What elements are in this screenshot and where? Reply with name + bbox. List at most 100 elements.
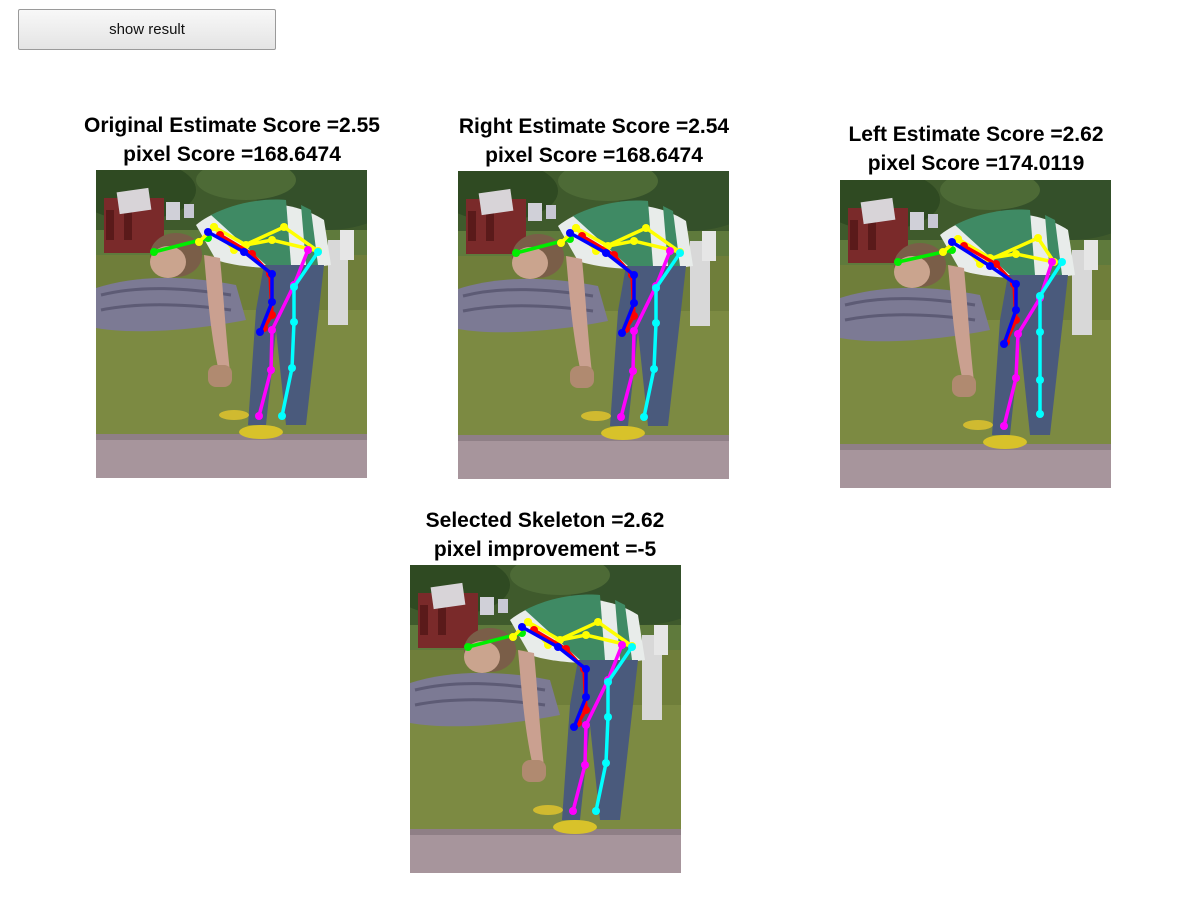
pose-image (96, 170, 367, 478)
joint-right-leg (582, 721, 590, 729)
joint-left-leg (604, 713, 612, 721)
joint-left-arm (240, 248, 248, 256)
joint-torso (268, 236, 276, 244)
joint-left-leg (652, 284, 660, 292)
joint-left-leg (1036, 328, 1044, 336)
joint-left-leg (604, 678, 612, 686)
joint-head (894, 258, 902, 266)
joint-left-leg (592, 807, 600, 815)
joint-left-leg (1036, 376, 1044, 384)
joint-left-arm (518, 623, 526, 631)
joint-left-leg (628, 643, 636, 651)
score-line: Left Estimate Score =2.62 (848, 123, 1104, 146)
joint-right-arm (268, 311, 276, 319)
score-line: Selected Skeleton =2.62 (425, 509, 665, 532)
joint-left-leg (290, 318, 298, 326)
joint-torso (1034, 234, 1042, 242)
joint-left-arm (582, 665, 590, 673)
joint-right-leg (267, 366, 275, 374)
joint-right-leg (1048, 258, 1056, 266)
joint-torso (939, 248, 947, 256)
joint-right-leg (268, 326, 276, 334)
joint-left-arm (630, 271, 638, 279)
joint-left-arm (268, 270, 276, 278)
joint-torso (557, 239, 565, 247)
joint-right-leg (1012, 374, 1020, 382)
pose-image (458, 171, 729, 479)
joint-right-arm (582, 706, 590, 714)
joint-torso (210, 223, 218, 231)
joint-right-leg (255, 412, 263, 420)
joint-left-arm (618, 329, 626, 337)
panel-title: Selected Skeleton =2.62 pixel improvement… (335, 506, 755, 564)
pixel-score-line: pixel Score =168.6474 (485, 144, 703, 167)
joint-right-leg (617, 413, 625, 421)
limb-torso (511, 619, 634, 648)
joint-right-leg (666, 247, 674, 255)
joint-left-arm (602, 249, 610, 257)
joint-left-arm (948, 238, 956, 246)
joint-left-arm (582, 693, 590, 701)
joint-torso (572, 224, 580, 232)
joint-left-arm (630, 299, 638, 307)
joint-left-arm (1012, 306, 1020, 314)
joint-torso (594, 618, 602, 626)
joint-head (512, 249, 520, 257)
joint-torso (509, 633, 517, 641)
joint-right-leg (581, 761, 589, 769)
pixel-score-line: pixel Score =174.0119 (867, 152, 1085, 175)
panel-title: Original Estimate Score =2.55 pixel Score… (22, 111, 442, 169)
joint-torso (524, 618, 532, 626)
joint-right-leg (1000, 422, 1008, 430)
joint-torso (604, 242, 612, 250)
joint-left-arm (1000, 340, 1008, 348)
joint-left-arm (570, 723, 578, 731)
joint-torso (1012, 250, 1020, 258)
joint-left-arm (256, 328, 264, 336)
joint-left-leg (278, 412, 286, 420)
joint-left-arm (554, 643, 562, 651)
joint-torso (630, 237, 638, 245)
joint-torso (954, 235, 962, 243)
skeleton-overlay (512, 224, 684, 421)
joint-left-leg (650, 365, 658, 373)
joint-left-arm (268, 298, 276, 306)
joint-torso (582, 631, 590, 639)
joint-right-leg (1014, 330, 1022, 338)
joint-left-leg (1058, 258, 1066, 266)
joint-torso (642, 224, 650, 232)
joint-head (150, 248, 158, 256)
joint-torso (195, 238, 203, 246)
joint-head (464, 643, 472, 651)
show-result-button[interactable]: show result (18, 9, 276, 50)
joint-right-leg (630, 327, 638, 335)
joint-torso (280, 223, 288, 231)
joint-right-leg (304, 246, 312, 254)
pose-image (410, 565, 681, 873)
joint-left-leg (676, 249, 684, 257)
joint-left-leg (1036, 292, 1044, 300)
score-line: Right Estimate Score =2.54 (458, 115, 730, 138)
limb-torso (559, 225, 682, 254)
joint-torso (242, 241, 250, 249)
joint-right-leg (569, 807, 577, 815)
score-line: Original Estimate Score =2.55 (84, 114, 380, 137)
joint-left-leg (652, 319, 660, 327)
pose-image (840, 180, 1111, 488)
skeleton-overlay (150, 223, 322, 420)
joint-left-leg (314, 248, 322, 256)
joint-left-leg (288, 364, 296, 372)
joint-right-leg (618, 641, 626, 649)
skeleton-overlay (464, 618, 636, 815)
panel-title: Left Estimate Score =2.62 pixel Score =17… (766, 120, 1186, 178)
joint-right-arm (630, 312, 638, 320)
joint-left-arm (986, 262, 994, 270)
pixel-score-line: pixel Score =168.6474 (123, 143, 341, 166)
joint-left-arm (1012, 280, 1020, 288)
joint-left-leg (1036, 410, 1044, 418)
joint-left-arm (566, 229, 574, 237)
panel-title: Right Estimate Score =2.54 pixel Score =1… (384, 112, 804, 170)
joint-right-leg (629, 367, 637, 375)
limb-torso (197, 224, 320, 253)
joint-left-leg (640, 413, 648, 421)
